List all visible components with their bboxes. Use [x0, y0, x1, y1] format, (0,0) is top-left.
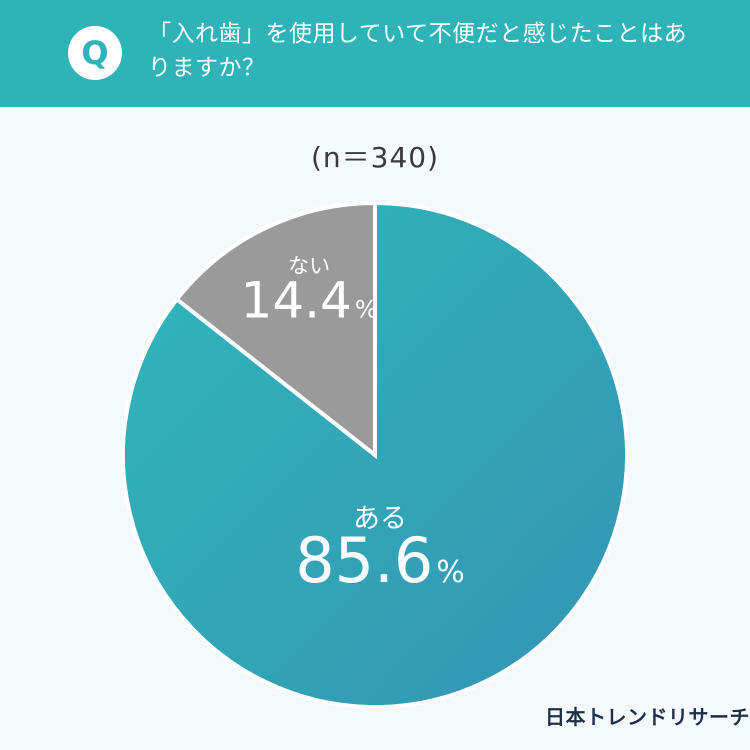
question-text: 「入れ歯」を使用していて不便だと感じたことはありますか？ — [148, 21, 688, 81]
brand-logo: 日本トレンドリサーチ — [545, 705, 750, 729]
slice-value-yes: 85.6% — [295, 524, 465, 597]
question-header: Q 「入れ歯」を使用していて不便だと感じたことはありますか？ — [0, 0, 750, 107]
pie-slice-no — [174, 200, 377, 460]
slice-label-no: ない — [288, 254, 330, 278]
slice-value-no: 14.4% — [241, 272, 378, 330]
q-badge: Q — [68, 26, 122, 80]
sample-size: (n＝340) — [310, 141, 440, 174]
slice-label-yes: ある — [353, 503, 407, 534]
